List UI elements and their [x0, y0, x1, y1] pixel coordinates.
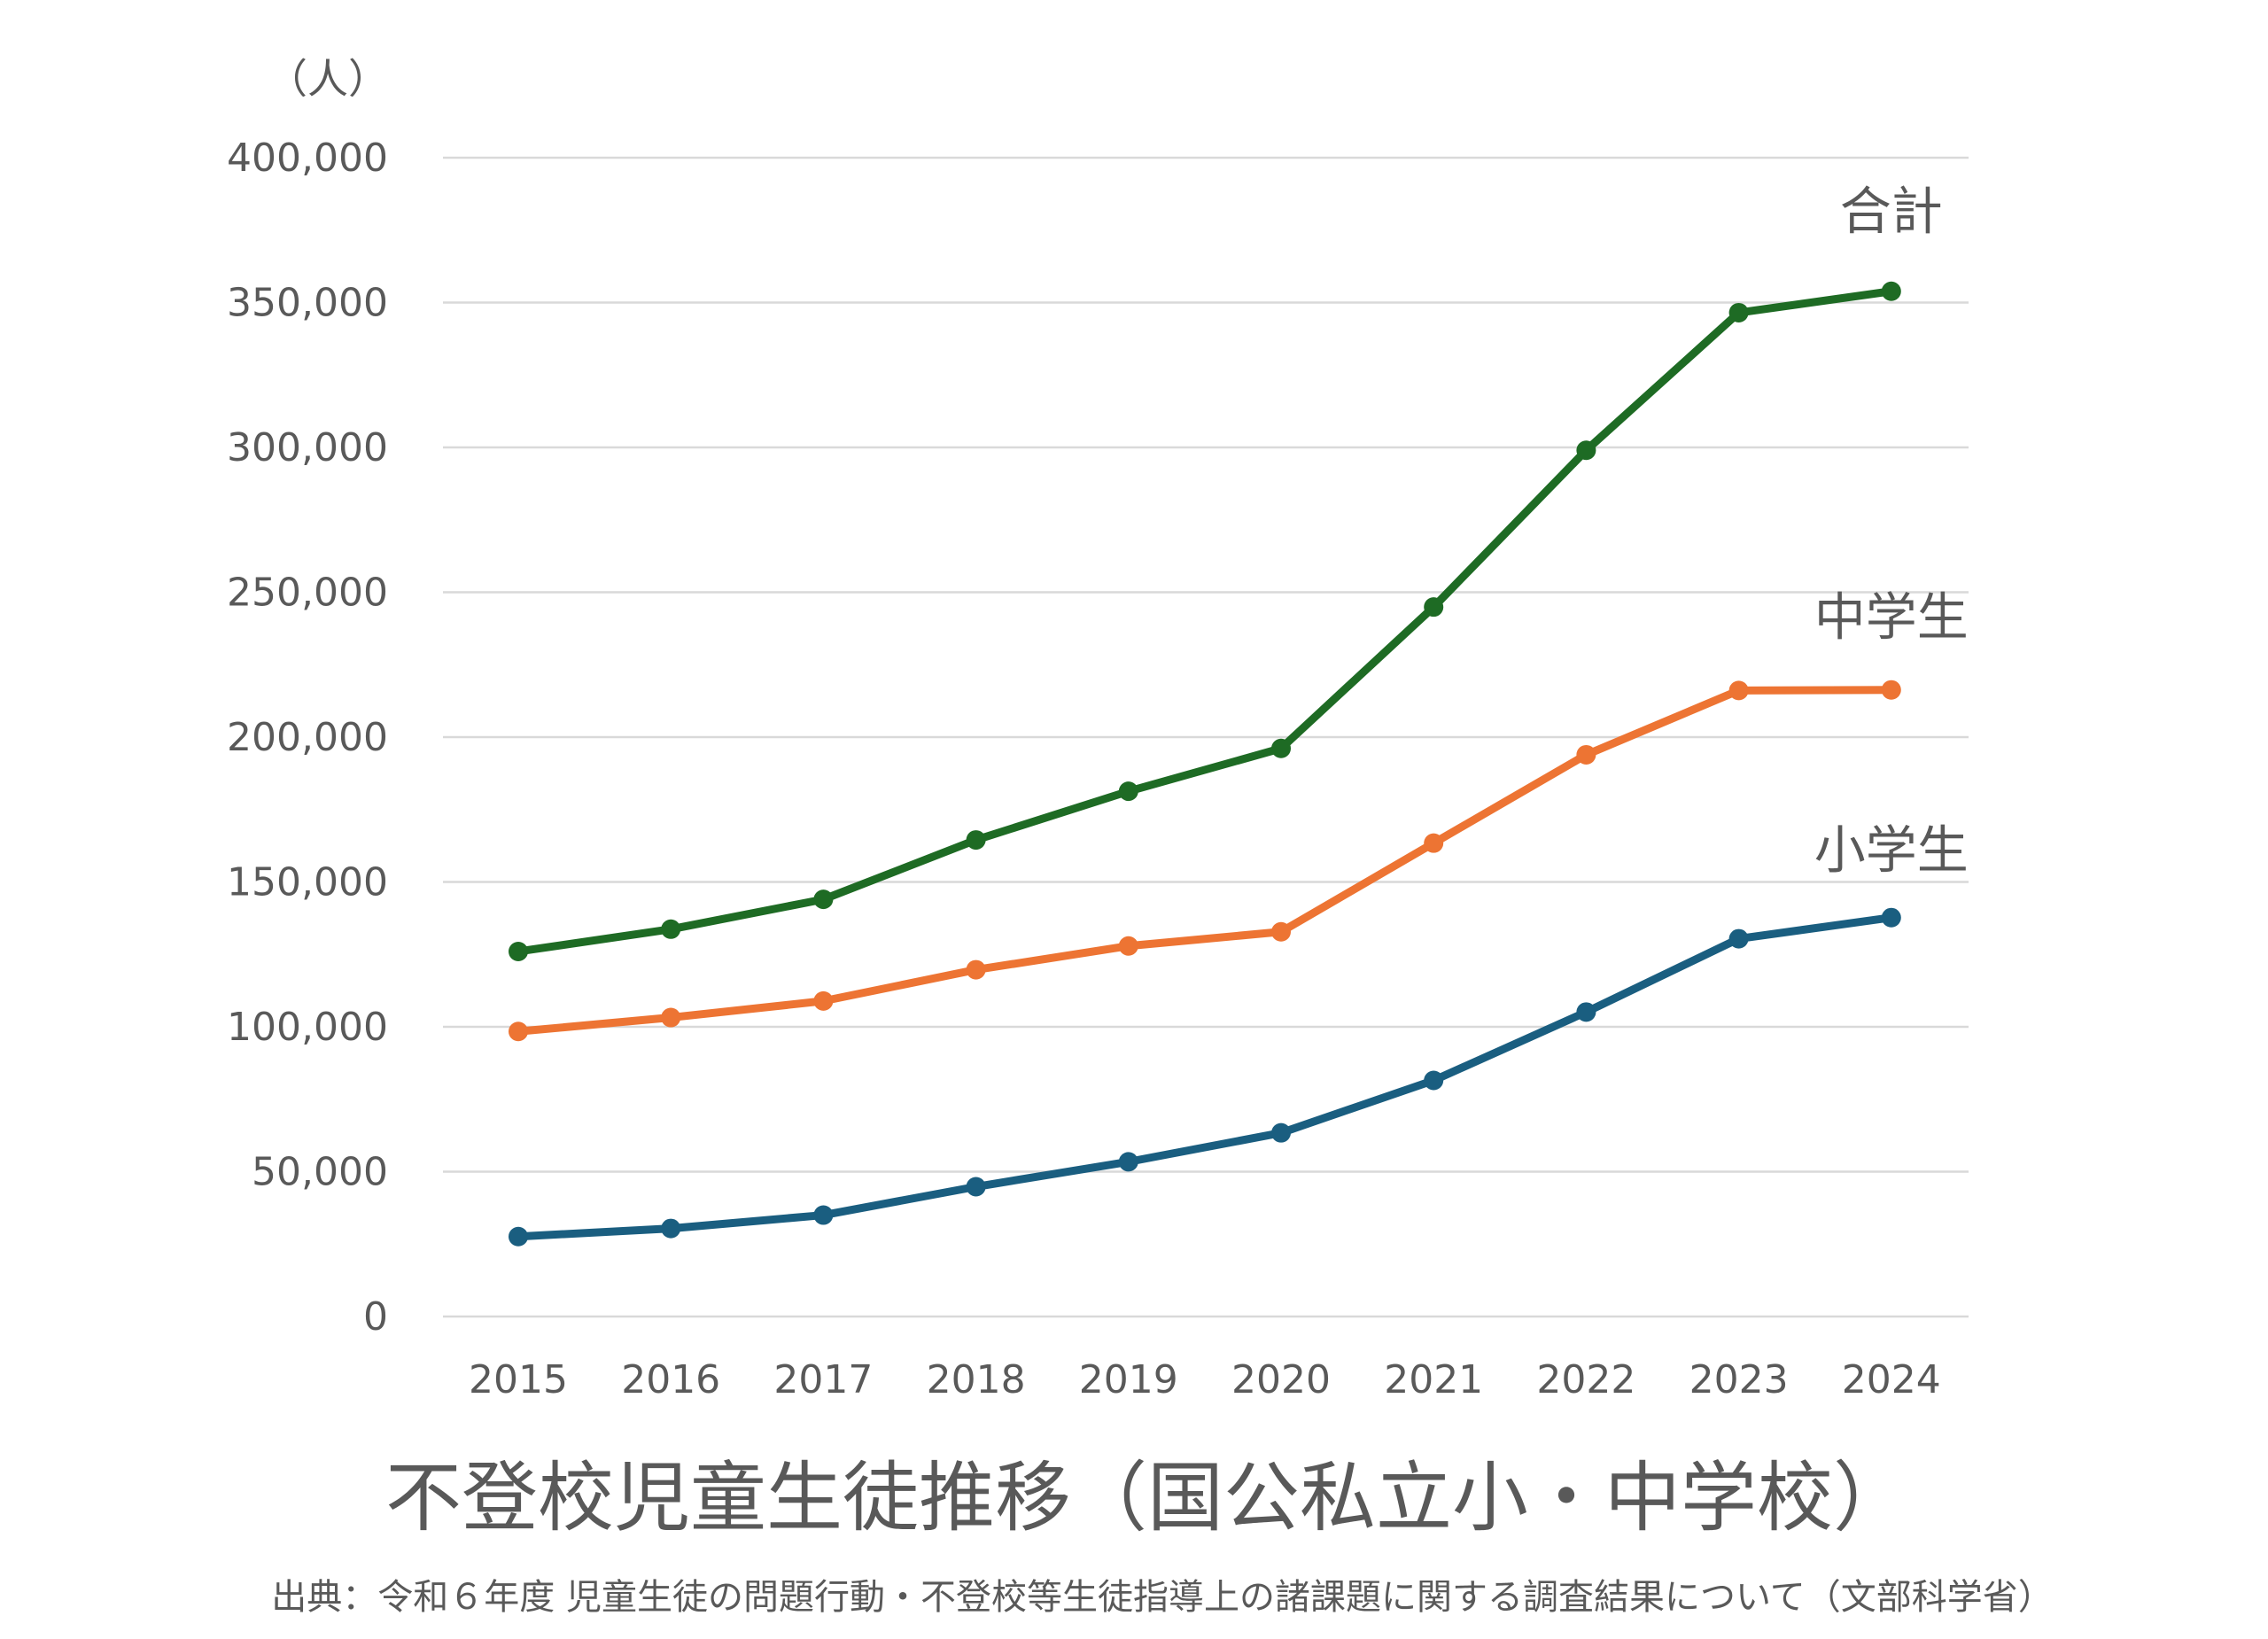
series-label-1: 合計 [1840, 182, 1943, 242]
data-point-1-2022 [1576, 440, 1596, 461]
x-tick-label-2015: 2015 [469, 1357, 568, 1402]
x-tick-label-2020: 2020 [1231, 1357, 1331, 1402]
data-point-1-2016 [661, 919, 681, 939]
y-tick-label-0: 0 [363, 1294, 388, 1340]
data-point-2-2016 [661, 1007, 681, 1028]
x-tick-label-2023: 2023 [1689, 1357, 1789, 1402]
data-point-1-2018 [966, 830, 986, 851]
x-axis-ticks: 2015 2016 2017 2018 2019 2020 2021 2022 2023 2024 [469, 1357, 1941, 1402]
y-tick-label-350000: 350,000 [227, 281, 388, 326]
x-tick-label-2018: 2018 [927, 1357, 1026, 1402]
data-point-3-2022 [1576, 1002, 1596, 1022]
data-point-2-2022 [1576, 744, 1596, 765]
data-point-2-2015 [509, 1021, 528, 1042]
data-point-2-2024 [1881, 680, 1901, 700]
series-layer [509, 281, 1901, 1247]
data-point-3-2020 [1271, 1122, 1291, 1143]
x-tick-label-2022: 2022 [1536, 1357, 1635, 1402]
data-point-3-2019 [1118, 1152, 1138, 1172]
data-point-1-2020 [1271, 738, 1291, 758]
data-point-3-2024 [1881, 907, 1901, 928]
data-point-3-2016 [661, 1218, 681, 1239]
series-line-2 [514, 686, 1896, 1036]
x-tick-label-2017: 2017 [773, 1357, 873, 1402]
y-tick-label-100000: 100,000 [227, 1005, 388, 1050]
y-tick-label-50000: 50,000 [252, 1150, 388, 1195]
data-point-2-2018 [966, 959, 986, 980]
data-point-2-2021 [1424, 833, 1444, 853]
x-tick-label-2016: 2016 [621, 1357, 720, 1402]
data-point-3-2017 [813, 1205, 834, 1225]
series-label-2: 中学生 [1814, 587, 1969, 648]
series-line-1 [514, 287, 1896, 956]
y-axis-ticks: 0 50,000 100,000 150,000 200,000 250,000 300,0… [227, 136, 388, 1340]
data-point-3-2023 [1728, 928, 1749, 949]
data-point-3-2018 [966, 1177, 986, 1197]
data-point-1-2015 [509, 941, 528, 961]
y-tick-label-150000: 150,000 [227, 860, 388, 905]
chart-source: 出典：令和６年度 児童生徒の問題行動・不登校等生徒指導上の諸課題に関する調査結果… [271, 1577, 2054, 1618]
x-tick-label-2021: 2021 [1384, 1357, 1483, 1402]
y-tick-label-400000: 400,000 [227, 136, 388, 181]
data-point-2-2023 [1728, 680, 1749, 701]
chart-title: 不登校児童生徒推移（国公私立小・中学校） [385, 1454, 1909, 1542]
y-tick-label-200000: 200,000 [227, 715, 388, 760]
data-point-1-2017 [813, 889, 834, 910]
y-tick-label-300000: 300,000 [227, 425, 388, 470]
data-point-3-2015 [509, 1226, 528, 1247]
data-point-3-2021 [1424, 1070, 1444, 1091]
series-1 [509, 281, 1901, 961]
data-point-1-2019 [1118, 781, 1138, 802]
data-point-1-2024 [1881, 281, 1901, 301]
series-line-3 [514, 913, 1896, 1241]
y-tick-label-250000: 250,000 [227, 571, 388, 616]
grid-layer [443, 156, 1969, 1318]
data-point-2-2020 [1271, 921, 1291, 942]
series-3 [509, 907, 1901, 1247]
data-point-1-2023 [1728, 302, 1749, 322]
x-tick-label-2024: 2024 [1842, 1357, 1941, 1402]
series-2 [509, 680, 1901, 1042]
x-tick-label-2019: 2019 [1079, 1357, 1178, 1402]
series-label-3: 小学生 [1814, 820, 1969, 881]
y-axis-unit-label: （人） [267, 55, 389, 103]
data-point-1-2021 [1424, 597, 1444, 618]
data-point-2-2019 [1118, 936, 1138, 956]
data-point-2-2017 [813, 990, 834, 1011]
